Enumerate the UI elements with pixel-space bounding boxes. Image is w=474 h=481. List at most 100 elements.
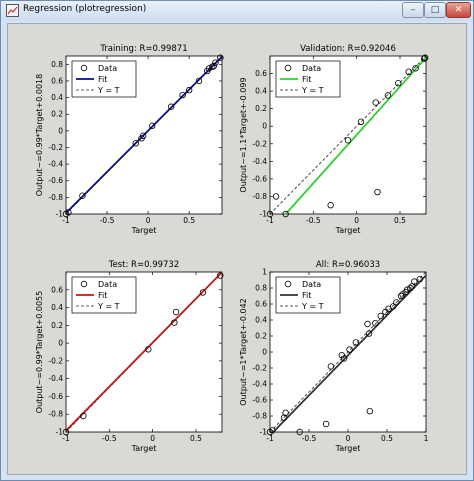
training-ytick-label: -0.4 bbox=[48, 160, 63, 169]
training-legend-data-label: Data bbox=[98, 64, 117, 73]
validation-xtick-label: -0.5 bbox=[306, 216, 321, 225]
test-ytick-label: -0.4 bbox=[48, 374, 63, 383]
test-ytick-label: 0.4 bbox=[51, 303, 63, 312]
validation-ytick-label: 0.6 bbox=[255, 69, 267, 78]
test-legend-data-marker bbox=[80, 280, 88, 288]
all-ylabel: Output~=1*Target+-0.042 bbox=[239, 298, 248, 406]
title-bar[interactable]: Regression (plotregression) – □ ✕ bbox=[1, 1, 473, 21]
all-data-point bbox=[365, 330, 373, 337]
test-ytick-label: 0.2 bbox=[51, 321, 63, 330]
training-legend-fit-label: Fit bbox=[98, 75, 107, 84]
test-data-point bbox=[145, 346, 152, 353]
training-data-point bbox=[205, 65, 213, 72]
all-data-point bbox=[322, 420, 330, 428]
validation-ytick-label: -0.8 bbox=[252, 192, 267, 201]
all-ytick-label: -1 bbox=[260, 428, 268, 437]
matlab-figure-icon bbox=[6, 4, 19, 17]
training-xtick-label: -0.5 bbox=[100, 216, 115, 225]
test-xlabel: Target bbox=[131, 444, 157, 453]
training-data-point bbox=[132, 140, 139, 147]
test-ytick-label: -0.8 bbox=[48, 410, 63, 419]
validation-xtick-label: 0 bbox=[354, 216, 359, 225]
test-ytick-label: -0.6 bbox=[48, 392, 63, 401]
validation-data-point bbox=[266, 210, 274, 218]
minimize-button[interactable]: – bbox=[402, 2, 424, 18]
maximize-button[interactable]: □ bbox=[424, 2, 446, 18]
test-title: Test: R=0.99732 bbox=[108, 260, 179, 270]
all-ytick-label: 0 bbox=[262, 348, 267, 357]
validation-legend-fit-label: Fit bbox=[302, 75, 311, 84]
all-ytick-label: 0.6 bbox=[255, 300, 267, 309]
training-xtick-label: 0 bbox=[146, 216, 151, 225]
all-data-point bbox=[393, 299, 400, 306]
window-title: Regression (plotregression) bbox=[23, 4, 147, 14]
training-ytick-label: -0.2 bbox=[48, 143, 63, 152]
training-data-point bbox=[210, 62, 217, 70]
validation-xlabel: Target bbox=[335, 226, 361, 235]
all-ytick-label: -0.2 bbox=[252, 364, 267, 373]
validation-ytick-label: -0.6 bbox=[252, 174, 267, 183]
validation-data-point bbox=[327, 202, 334, 209]
validation-xtick-label: 0.5 bbox=[394, 216, 406, 225]
validation-data-point bbox=[272, 193, 280, 200]
all-data-point bbox=[372, 320, 379, 327]
training-ylabel: Output~=0.99*Target+0.0018 bbox=[35, 74, 44, 196]
all-fit-line bbox=[272, 274, 427, 433]
all-xtick-label: 1 bbox=[424, 434, 429, 443]
test-ylabel: Output~=0.99*Target+0.0055 bbox=[35, 291, 44, 413]
test-fit-line bbox=[65, 271, 223, 432]
all-data-point bbox=[397, 292, 405, 300]
all-data-point bbox=[352, 339, 359, 346]
all-xtick-label: -1 bbox=[266, 434, 274, 443]
test-legend-fit-label: Fit bbox=[98, 291, 107, 300]
training-xlabel: Target bbox=[131, 226, 157, 235]
all-xtick-label: 0 bbox=[346, 434, 351, 443]
all-data-point bbox=[364, 320, 371, 328]
all-data-point bbox=[411, 278, 418, 285]
test-legend-identity-label: Y = T bbox=[97, 302, 120, 311]
training-data-point bbox=[167, 103, 175, 110]
all-data-point bbox=[269, 427, 276, 434]
all-data-point bbox=[407, 284, 414, 292]
all-legend-data-label: Data bbox=[302, 280, 321, 289]
training-legend-data-marker bbox=[80, 64, 88, 72]
all-legend-identity-label: Y = T bbox=[301, 302, 324, 311]
all-xlabel: Target bbox=[335, 444, 361, 453]
all-data-point bbox=[327, 363, 335, 370]
validation-xtick-label: -1 bbox=[266, 216, 274, 225]
validation-data-point bbox=[344, 137, 352, 144]
all-data-point bbox=[416, 275, 423, 283]
training-data-point bbox=[217, 54, 224, 61]
all-data-point bbox=[340, 355, 348, 362]
test-ytick-label: -1 bbox=[56, 428, 64, 437]
all-title: All: R=0.96033 bbox=[316, 260, 380, 270]
training-title: Training: R=0.99871 bbox=[99, 44, 187, 54]
validation-data-point bbox=[412, 65, 419, 72]
training-ytick-label: 0.8 bbox=[51, 60, 63, 69]
validation-data-point bbox=[421, 55, 428, 62]
validation-ytick-label: -0.4 bbox=[252, 157, 267, 166]
training-ytick-label: 0.4 bbox=[51, 93, 63, 102]
training-ytick-label: -1 bbox=[56, 210, 64, 219]
validation-legend-data-marker bbox=[284, 64, 292, 72]
training-data-point bbox=[179, 91, 186, 99]
training-fit-line bbox=[65, 55, 223, 214]
training-ytick-label: -0.8 bbox=[48, 193, 63, 202]
all-ytick-label: -0.8 bbox=[252, 412, 267, 421]
all-ytick-label: 0.4 bbox=[255, 316, 267, 325]
close-button[interactable]: ✕ bbox=[446, 2, 471, 18]
validation-plot: Validation: R=0.92046 -1 -0.5 0 0.5 -1 -0.8 -0.… bbox=[239, 44, 429, 235]
training-data-point bbox=[65, 209, 72, 216]
all-data-point bbox=[346, 346, 353, 353]
validation-ytick-label: 0.2 bbox=[255, 104, 267, 113]
validation-data-point bbox=[282, 210, 289, 218]
validation-fit-line bbox=[285, 57, 427, 215]
all-data-point bbox=[404, 286, 411, 293]
validation-ytick-label: -0.2 bbox=[252, 139, 267, 148]
test-data-point bbox=[172, 308, 180, 316]
validation-identity-line bbox=[269, 55, 427, 215]
validation-data-point bbox=[357, 118, 365, 126]
validation-data-point bbox=[395, 80, 402, 87]
training-ytick-label: 0.2 bbox=[51, 110, 63, 119]
test-data-point bbox=[62, 428, 70, 436]
